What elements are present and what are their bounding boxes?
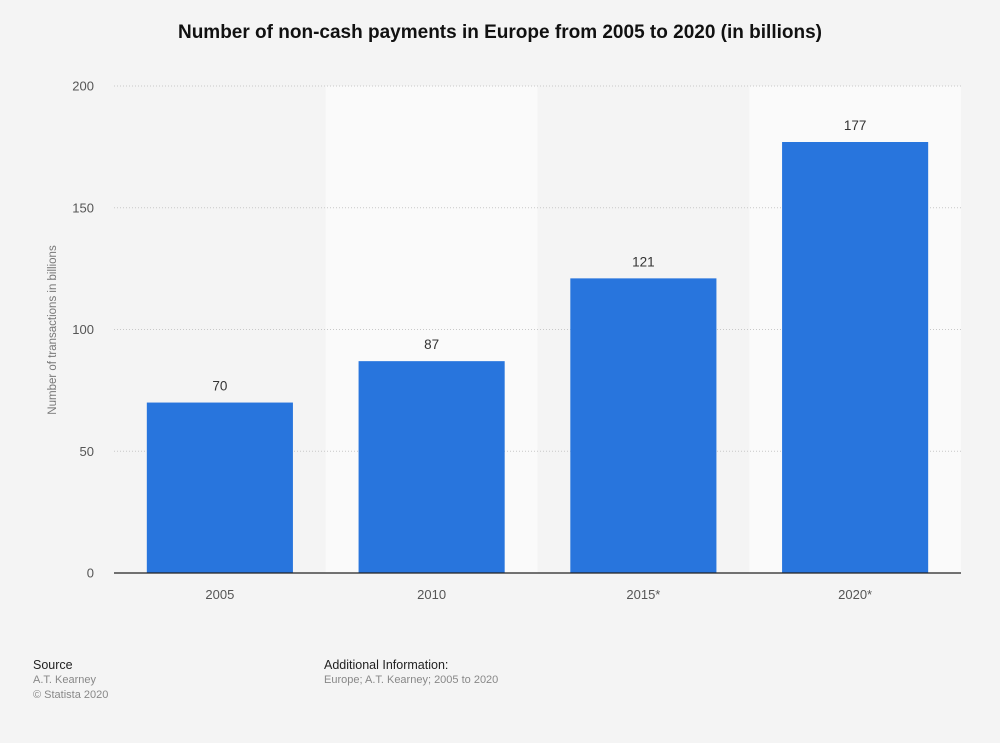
bar[interactable] — [358, 361, 505, 573]
x-tick-label: 2020* — [838, 587, 872, 602]
info-heading: Additional Information: — [324, 658, 449, 672]
copyright-text: © Statista 2020 — [33, 689, 109, 701]
additional-info-block: Additional Information: Europe; A.T. Kea… — [324, 658, 498, 688]
x-tick-label: 2005 — [205, 587, 234, 602]
bars — [146, 142, 929, 573]
y-tick-label: 200 — [72, 79, 94, 94]
info-text: Europe; A.T. Kearney; 2005 to 2020 — [324, 674, 499, 686]
data-label: 70 — [212, 379, 227, 394]
x-tick-label: 2015* — [626, 587, 660, 602]
y-tick-label: 100 — [72, 322, 94, 337]
chart-title: Number of non-cash payments in Europe fr… — [177, 22, 822, 43]
data-labels: 70 87 121 177 — [212, 118, 866, 394]
x-tick-label: 2010 — [417, 587, 446, 602]
y-axis-ticks: 0 50 100 150 200 — [72, 79, 94, 581]
source-text: A.T. Kearney — [33, 674, 96, 686]
data-label: 121 — [632, 254, 655, 269]
bar[interactable] — [570, 278, 717, 573]
source-block: Source A.T. Kearney © Statista 2020 — [33, 658, 108, 703]
y-tick-label: 50 — [80, 444, 94, 459]
source-heading: Source — [33, 658, 73, 672]
y-axis-title: Number of transactions in billions — [47, 245, 59, 415]
bar[interactable] — [782, 142, 929, 573]
data-label: 177 — [844, 118, 867, 133]
y-tick-label: 0 — [87, 566, 94, 581]
bar[interactable] — [146, 402, 293, 573]
data-label: 87 — [424, 337, 439, 352]
x-axis-ticks: 2005 2010 2015* 2020* — [205, 587, 872, 602]
y-tick-label: 150 — [72, 200, 94, 215]
